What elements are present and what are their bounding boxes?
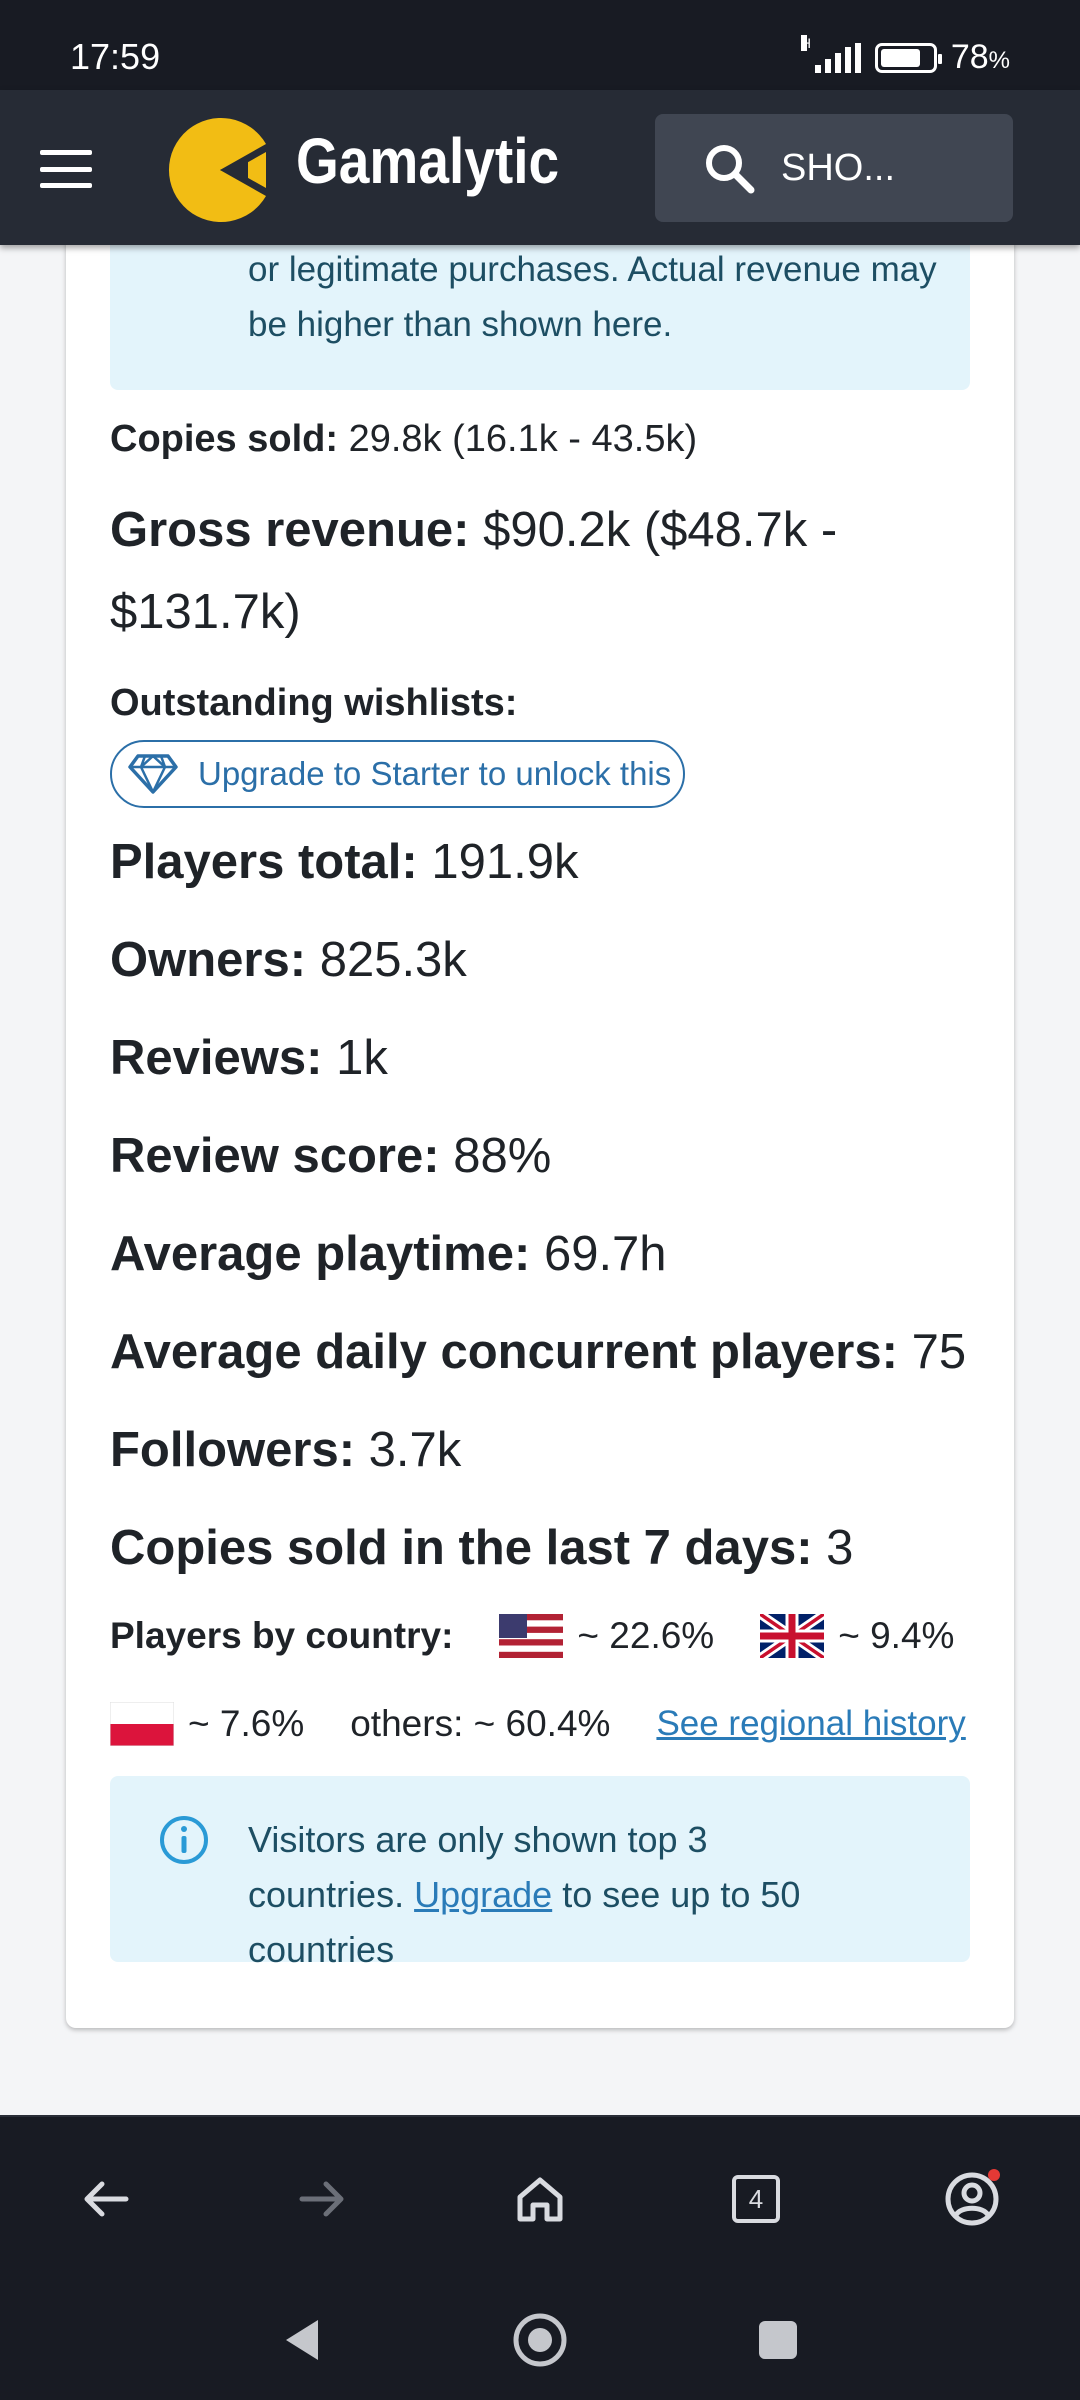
visitors-notice-text: Visitors are only shown top 3 countries.… (248, 1812, 948, 1977)
arrow-right-icon (299, 2181, 344, 2217)
us-share-value: ~ 22.6% (577, 1615, 715, 1656)
wishlists-label: Outstanding wishlists: (110, 682, 518, 724)
system-back-button[interactable] (272, 2310, 332, 2370)
info-icon (160, 1816, 208, 1864)
battery-percentage: 78% (950, 38, 1010, 76)
owners-label: Owners: (110, 933, 307, 987)
system-home-button[interactable] (510, 2310, 570, 2370)
wishlists-row: Outstanding wishlists: (110, 682, 517, 725)
gross-revenue-row: Gross revenue: $90.2k ($48.7k - (110, 502, 837, 558)
players-by-country-row: Players by country: ~ 22.6% ~ 9.4% (110, 1614, 954, 1658)
players-total-row: Players total: 191.9k (110, 834, 578, 890)
review-score-label: Review score: (110, 1129, 440, 1183)
followers-row: Followers: 3.7k (110, 1422, 461, 1478)
players-total-value: 191.9k (431, 835, 579, 889)
us-flag-icon (499, 1614, 564, 1658)
status-indicators: H 78% (800, 34, 1010, 77)
followers-label: Followers: (110, 1423, 356, 1477)
followers-value: 3.7k (368, 1423, 462, 1477)
avg-ccu-row: Average daily concurrent players: 75 (110, 1324, 966, 1380)
status-bar: 17:59 H 78% (0, 0, 1080, 90)
avg-ccu-label: Average daily concurrent players: (110, 1325, 898, 1379)
upgrade-starter-button[interactable]: Upgrade to Starter to unlock this (110, 740, 685, 808)
network-type-label: H (800, 34, 811, 51)
revenue-notice-text: or legitimate purchases. Actual revenue … (248, 250, 937, 344)
upgrade-link[interactable]: Upgrade (414, 1874, 553, 1915)
home-icon (517, 2177, 563, 2222)
reviews-value: 1k (336, 1031, 388, 1085)
battery-icon (874, 42, 942, 73)
avg-playtime-label: Average playtime: (110, 1227, 531, 1281)
uk-flag-icon (760, 1614, 825, 1658)
copies-sold-label: Copies sold: (110, 418, 339, 460)
tabs-count-icon: 4 (732, 2175, 780, 2223)
gross-revenue-value: $90.2k ($48.7k - (483, 503, 838, 557)
account-icon (945, 2169, 1000, 2226)
profile-button[interactable] (940, 2167, 1004, 2231)
circle-home-icon (513, 2313, 567, 2367)
visitors-notice-post: to see up to 50 countries (248, 1874, 801, 1970)
browser-toolbar: 4 (0, 2115, 1080, 2280)
copies-sold-row: Copies sold: 29.8k (16.1k - 43.5k) (110, 418, 697, 461)
home-button[interactable] (508, 2167, 572, 2231)
uk-share-value: ~ 9.4% (838, 1615, 955, 1656)
brand-name[interactable]: Gamalytic (296, 125, 560, 197)
visitors-notice-line1: Visitors are only shown top 3 (248, 1819, 708, 1860)
status-time: 17:59 (70, 36, 161, 77)
arrow-left-icon (84, 2181, 129, 2217)
system-navigation-bar (0, 2280, 1080, 2400)
diamond-icon (128, 754, 178, 794)
pl-share-value: ~ 7.6% (188, 1703, 305, 1744)
search-icon (706, 145, 755, 194)
see-regional-history-link[interactable]: See regional history (656, 1704, 966, 1743)
reviews-label: Reviews: (110, 1031, 323, 1085)
review-score-row: Review score: 88% (110, 1128, 551, 1184)
gross-revenue-value-cont: $131.7k) (110, 585, 301, 639)
gross-revenue-row-cont: $131.7k) (110, 584, 301, 640)
visitors-notice-pre: countries. (248, 1874, 405, 1915)
players-total-label: Players total: (110, 835, 418, 889)
pl-flag-icon (110, 1702, 174, 1746)
system-recents-button[interactable] (748, 2310, 808, 2370)
square-recents-icon (759, 2321, 797, 2359)
visitors-notice: Visitors are only shown top 3 countries.… (110, 1776, 970, 1970)
game-stats-card (66, 160, 1014, 2028)
search-text: SHO... (781, 146, 896, 189)
copies-7d-row: Copies sold in the last 7 days: 3 (110, 1520, 853, 1576)
forward-button[interactable] (290, 2167, 354, 2231)
copies-7d-label: Copies sold in the last 7 days: (110, 1521, 813, 1575)
players-by-country-row-2: ~ 7.6% others: ~ 60.4% See regional hist… (110, 1702, 966, 1746)
owners-row: Owners: 825.3k (110, 932, 467, 988)
avg-playtime-row: Average playtime: 69.7h (110, 1226, 667, 1282)
reviews-row: Reviews: 1k (110, 1030, 388, 1086)
avg-ccu-value: 75 (911, 1325, 967, 1379)
search-input[interactable]: SHO... (655, 114, 1013, 222)
avg-playtime-value: 69.7h (543, 1227, 667, 1281)
signal-icon: H (800, 34, 861, 73)
others-share-value: others: ~ 60.4% (350, 1703, 611, 1744)
gross-revenue-label: Gross revenue: (110, 503, 470, 557)
review-score-value: 88% (453, 1129, 552, 1183)
players-by-country-label: Players by country: (110, 1615, 454, 1656)
copies-sold-value: 29.8k (16.1k - 43.5k) (348, 418, 698, 460)
gamalytic-logo-icon[interactable] (164, 114, 276, 226)
copies-7d-value: 3 (826, 1521, 854, 1575)
hamburger-menu-icon[interactable] (40, 150, 92, 188)
app-header: Gamalytic SHO... (0, 90, 1080, 245)
triangle-back-icon (286, 2320, 318, 2360)
upgrade-starter-label: Upgrade to Starter to unlock this (198, 755, 672, 792)
owners-value: 825.3k (319, 933, 467, 987)
tabs-button[interactable]: 4 (724, 2167, 788, 2231)
back-button[interactable] (74, 2167, 138, 2231)
